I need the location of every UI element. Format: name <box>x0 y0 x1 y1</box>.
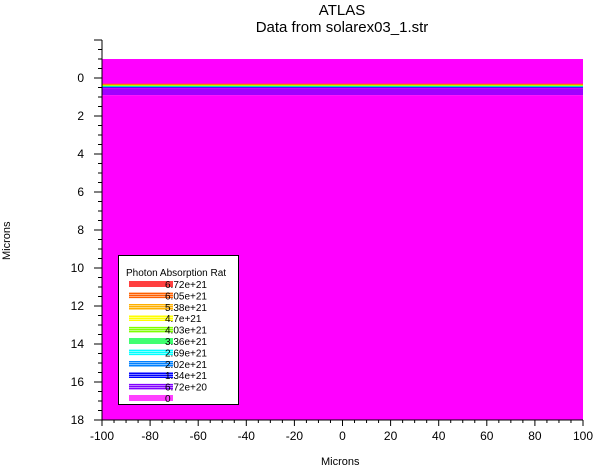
y-tick-label: 2 <box>77 109 84 123</box>
x-tick-label: 20 <box>384 429 398 443</box>
gradient-band <box>102 85 583 87</box>
legend-label: 3.36e+21 <box>165 337 207 348</box>
legend-label: 4.7e+21 <box>165 314 202 325</box>
legend-label: 6.72e+21 <box>165 280 207 291</box>
legend-label: 2.69e+21 <box>165 348 207 359</box>
x-tick-label: 100 <box>573 429 593 443</box>
y-tick-label: 18 <box>71 413 85 427</box>
y-tick-label: 4 <box>77 147 84 161</box>
gradient-band <box>102 84 583 85</box>
gradient-band <box>102 88 583 89</box>
legend: Photon Absorption Rat 6.72e+21 6.05e+21 5.… <box>118 255 239 405</box>
legend-label: 4.03e+21 <box>165 326 207 337</box>
gradient-band <box>102 86 583 88</box>
x-tick-label: -20 <box>286 429 304 443</box>
legend-label: 6.72e+20 <box>165 383 207 394</box>
region-2 <box>102 88 583 96</box>
chart-subtitle: Data from solarex03_1.str <box>255 19 429 36</box>
legend-swatches: 6.72e+216.05e+215.38e+214.7e+214.03e+213… <box>129 280 207 405</box>
legend-label: 2.02e+21 <box>165 360 207 371</box>
y-tick-label: 0 <box>77 71 84 85</box>
legend-label: 6.05e+21 <box>165 291 207 302</box>
y-tick-label: 14 <box>71 337 85 351</box>
chart-title: ATLAS <box>318 2 366 19</box>
gradient-band <box>102 86 583 88</box>
y-tick-label: 6 <box>77 185 84 199</box>
gradient-band <box>102 87 583 89</box>
gradient-band <box>102 85 583 87</box>
y-tick-label: 10 <box>71 261 85 275</box>
x-tick-label: 0 <box>339 429 346 443</box>
y-tick-label: 8 <box>77 223 84 237</box>
legend-label: 0 <box>165 394 171 405</box>
legend-label: 1.34e+21 <box>165 371 207 382</box>
x-tick-label: -80 <box>141 429 159 443</box>
x-tick-label: -100 <box>90 429 114 443</box>
gradient-band <box>102 83 583 85</box>
y-tick-label: 12 <box>71 299 85 313</box>
legend-label: 5.38e+21 <box>165 303 207 314</box>
gradient-band <box>102 87 583 88</box>
region-0 <box>102 59 583 84</box>
y-axis-title: Microns <box>1 221 13 260</box>
x-tick-label: 40 <box>432 429 446 443</box>
x-tick-label: -60 <box>190 429 208 443</box>
x-axis-title: Microns <box>321 456 360 468</box>
x-tick-label: 60 <box>480 429 494 443</box>
x-tick-label: 80 <box>528 429 542 443</box>
x-tick-label: -40 <box>238 429 256 443</box>
gradient-band <box>102 84 583 86</box>
legend-title: Photon Absorption Rat <box>126 268 227 279</box>
y-tick-label: 16 <box>71 375 85 389</box>
gradient-band <box>102 84 583 86</box>
